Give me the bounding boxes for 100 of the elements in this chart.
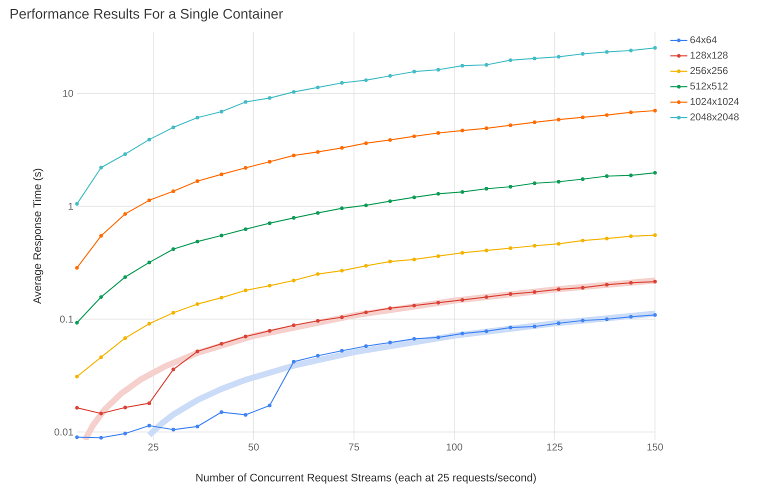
point (364, 344, 368, 348)
point (508, 123, 512, 128)
point (412, 134, 416, 138)
point (460, 128, 464, 132)
legend-label: 128x128 (690, 52, 728, 59)
point (244, 288, 248, 292)
point (171, 368, 176, 372)
point (268, 404, 272, 408)
y-tick-label: 10 (63, 90, 74, 97)
point (484, 63, 488, 67)
point (412, 304, 416, 308)
point (340, 81, 344, 85)
point (604, 317, 609, 322)
point (580, 177, 585, 181)
point (580, 318, 585, 322)
y-tick-label: 0.01 (54, 428, 73, 436)
point (244, 334, 248, 338)
point (292, 154, 296, 158)
point (629, 280, 633, 285)
point (171, 189, 176, 194)
point (147, 198, 152, 202)
point (220, 172, 224, 176)
point (460, 332, 464, 336)
point (484, 329, 488, 334)
point (220, 296, 224, 300)
point (292, 323, 296, 328)
point (629, 48, 633, 52)
point (412, 195, 416, 200)
point (196, 350, 200, 354)
x-tick-label: 150 (647, 444, 663, 451)
point (460, 190, 464, 194)
point (556, 118, 561, 122)
y-tick-label: 0.1 (60, 316, 74, 323)
x-tick-label: 100 (446, 444, 462, 451)
point (532, 56, 536, 60)
point (436, 336, 440, 340)
point (244, 412, 248, 417)
point (653, 280, 657, 284)
point (75, 435, 79, 440)
point (604, 50, 609, 54)
point (364, 78, 368, 82)
point (653, 108, 657, 112)
point (388, 260, 392, 264)
point (508, 184, 512, 189)
x-tick-label: 50 (248, 444, 259, 451)
point (412, 70, 416, 74)
point (220, 342, 224, 346)
point (436, 68, 440, 72)
point (556, 321, 561, 326)
point (268, 284, 272, 288)
legend-label: 1024x1024 (690, 98, 739, 105)
legend-label: 256x256 (690, 67, 728, 74)
point (316, 86, 320, 90)
point (508, 326, 512, 330)
point (532, 324, 536, 328)
x-tick-label: 75 (348, 444, 360, 450)
point (653, 46, 657, 50)
point (556, 242, 561, 246)
point (580, 238, 585, 242)
point (99, 355, 103, 360)
point (292, 216, 296, 220)
point (196, 179, 200, 183)
point (147, 424, 152, 428)
point (556, 54, 561, 59)
point (268, 328, 272, 333)
point (99, 436, 103, 440)
point (340, 206, 344, 210)
point (244, 166, 248, 170)
point (629, 314, 633, 319)
point (123, 406, 128, 410)
point (316, 272, 320, 276)
point (484, 186, 488, 191)
point (484, 126, 488, 130)
point (580, 115, 585, 120)
point (147, 138, 152, 142)
point (604, 113, 609, 117)
x-axis-title: Number of Concurrent Request Streams (each at 25 requests/second) (196, 473, 536, 484)
point (653, 170, 657, 175)
point (340, 315, 344, 320)
point (364, 203, 368, 208)
point (340, 268, 344, 272)
point (364, 264, 368, 268)
point (653, 233, 657, 237)
chart-title: Performance Results For a Single Container (10, 8, 283, 22)
point (556, 287, 561, 292)
point (340, 348, 344, 353)
point (508, 246, 512, 250)
point (268, 221, 272, 226)
y-axis-title: Average Response Time (s) (33, 168, 44, 304)
point (292, 90, 296, 94)
point (508, 292, 512, 296)
point (388, 306, 392, 310)
point (436, 300, 440, 305)
point (436, 254, 440, 258)
point (123, 152, 128, 156)
legend-label: 512x512 (690, 82, 728, 90)
point (75, 202, 79, 206)
point (268, 96, 272, 100)
point (436, 192, 440, 196)
point (244, 227, 248, 232)
